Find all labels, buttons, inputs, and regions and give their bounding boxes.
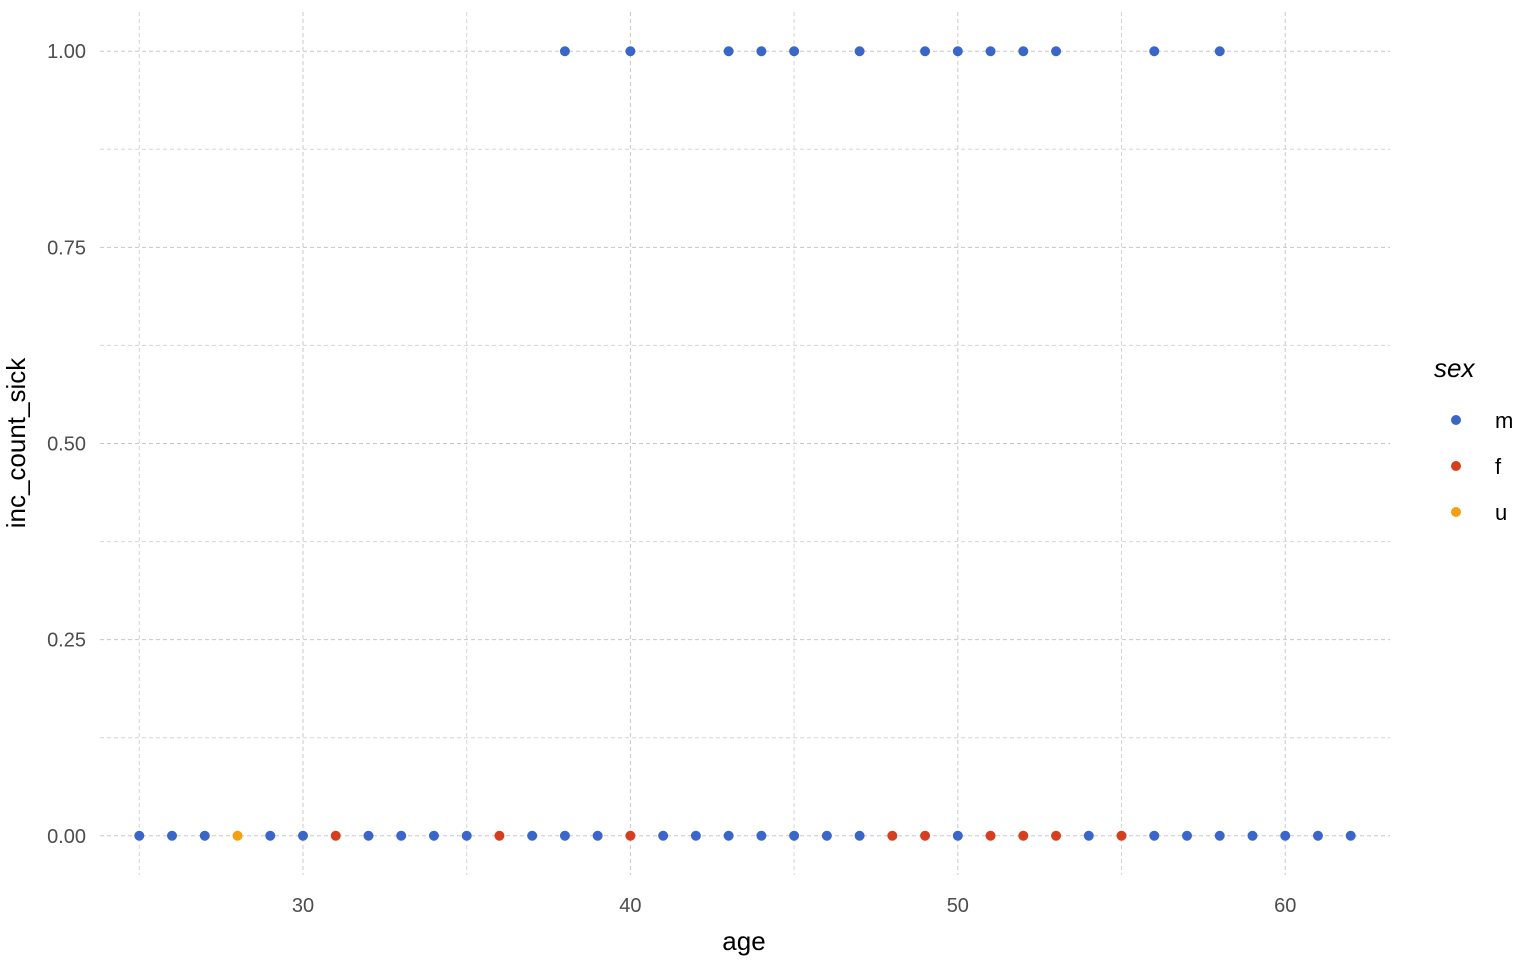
data-point-m bbox=[1280, 830, 1291, 841]
data-point-m bbox=[756, 46, 767, 57]
data-point-m bbox=[134, 830, 145, 841]
data-point-m bbox=[952, 46, 963, 57]
data-point-m bbox=[1214, 830, 1225, 841]
data-point-m bbox=[690, 830, 701, 841]
data-point-m bbox=[1182, 830, 1193, 841]
data-point-m bbox=[592, 830, 603, 841]
legend-label-m: m bbox=[1495, 408, 1513, 433]
data-point-m bbox=[920, 46, 931, 57]
data-point-f bbox=[494, 830, 505, 841]
data-point-f bbox=[330, 830, 341, 841]
data-point-m bbox=[658, 830, 669, 841]
data-point-m bbox=[756, 830, 767, 841]
y-tick-label: 0.50 bbox=[47, 434, 86, 456]
data-point-m bbox=[167, 830, 178, 841]
legend: sex mfu bbox=[1434, 353, 1513, 525]
data-point-m bbox=[428, 830, 439, 841]
x-axis-title: age bbox=[722, 926, 765, 956]
data-point-m bbox=[952, 830, 963, 841]
legend-key-m bbox=[1451, 415, 1461, 425]
y-axis-title: inc_count_sick bbox=[1, 357, 31, 529]
y-tick-label: 0.75 bbox=[47, 237, 86, 259]
data-point-m bbox=[854, 830, 865, 841]
data-point-m bbox=[265, 830, 276, 841]
x-tick-label: 60 bbox=[1274, 895, 1296, 917]
data-point-m bbox=[1051, 46, 1062, 57]
data-point-m bbox=[527, 830, 538, 841]
data-point-u bbox=[232, 830, 243, 841]
data-point-m bbox=[199, 830, 210, 841]
data-point-f bbox=[625, 830, 636, 841]
data-point-m bbox=[789, 46, 800, 57]
data-point-m bbox=[1149, 830, 1160, 841]
data-point-m bbox=[985, 46, 996, 57]
data-point-m bbox=[1018, 46, 1029, 57]
data-point-m bbox=[297, 830, 308, 841]
data-point-m bbox=[461, 830, 472, 841]
x-tick-label: 40 bbox=[619, 895, 641, 917]
legend-key-u bbox=[1451, 507, 1461, 517]
data-point-m bbox=[1345, 830, 1356, 841]
legend-label-f: f bbox=[1495, 454, 1502, 479]
x-tick-label: 30 bbox=[292, 895, 314, 917]
data-point-m bbox=[1149, 46, 1160, 57]
data-point-m bbox=[559, 830, 570, 841]
data-points bbox=[134, 46, 1356, 841]
data-point-m bbox=[723, 830, 734, 841]
x-axis-ticks: 30 40 50 60 bbox=[292, 895, 1296, 917]
data-point-m bbox=[363, 830, 374, 841]
data-point-f bbox=[1116, 830, 1127, 841]
grid-lines bbox=[100, 12, 1390, 875]
x-tick-label: 50 bbox=[947, 895, 969, 917]
legend-entries: mfu bbox=[1451, 408, 1513, 525]
data-point-m bbox=[625, 46, 636, 57]
legend-key-f bbox=[1451, 461, 1461, 471]
data-point-m bbox=[789, 830, 800, 841]
y-tick-label: 0.00 bbox=[47, 826, 86, 848]
data-point-m bbox=[1312, 830, 1323, 841]
data-point-m bbox=[396, 830, 407, 841]
data-point-f bbox=[985, 830, 996, 841]
data-point-m bbox=[1214, 46, 1225, 57]
legend-label-u: u bbox=[1495, 500, 1507, 525]
data-point-m bbox=[723, 46, 734, 57]
y-tick-label: 1.00 bbox=[47, 41, 86, 63]
data-point-m bbox=[559, 46, 570, 57]
y-tick-label: 0.25 bbox=[47, 630, 86, 652]
data-point-f bbox=[1018, 830, 1029, 841]
data-point-f bbox=[887, 830, 898, 841]
y-axis-ticks: 0.00 0.25 0.50 0.75 1.00 bbox=[47, 41, 86, 848]
data-point-f bbox=[920, 830, 931, 841]
data-point-m bbox=[1083, 830, 1094, 841]
data-point-m bbox=[1247, 830, 1258, 841]
data-point-f bbox=[1051, 830, 1062, 841]
data-point-m bbox=[854, 46, 865, 57]
legend-title: sex bbox=[1434, 353, 1475, 383]
data-point-m bbox=[821, 830, 832, 841]
